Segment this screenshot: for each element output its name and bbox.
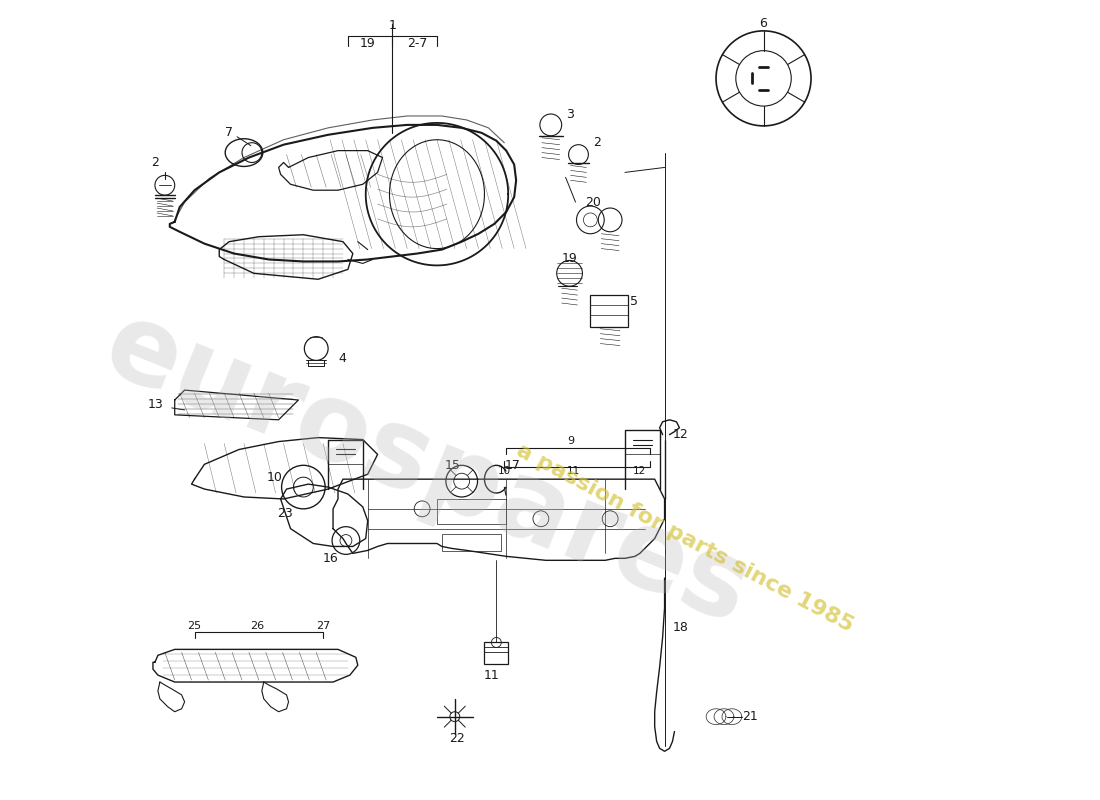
Text: 22: 22 <box>449 732 464 745</box>
Bar <box>437 499 506 524</box>
Text: 11: 11 <box>484 669 499 682</box>
Text: 25: 25 <box>187 621 201 630</box>
Text: 1: 1 <box>388 19 396 33</box>
Text: eurospares: eurospares <box>89 292 764 646</box>
Text: 2-7: 2-7 <box>407 38 428 50</box>
Text: 3: 3 <box>565 109 573 122</box>
Text: 6: 6 <box>760 18 768 30</box>
Text: 23: 23 <box>277 507 293 520</box>
Text: 2: 2 <box>593 136 602 150</box>
Text: 26: 26 <box>250 621 264 630</box>
Bar <box>484 642 508 664</box>
Text: 19: 19 <box>360 38 375 50</box>
Text: 2: 2 <box>151 156 158 169</box>
Text: a passion for parts since 1985: a passion for parts since 1985 <box>513 441 856 636</box>
Text: 20: 20 <box>585 195 602 209</box>
Text: 12: 12 <box>672 428 689 441</box>
Text: 13: 13 <box>148 398 164 411</box>
Text: 5: 5 <box>630 294 638 307</box>
Text: 19: 19 <box>562 252 578 265</box>
Bar <box>591 295 628 326</box>
Text: 11: 11 <box>566 466 580 476</box>
Text: 18: 18 <box>672 621 689 634</box>
Text: 27: 27 <box>316 621 330 630</box>
Text: 7: 7 <box>226 126 233 139</box>
Text: 17: 17 <box>504 459 520 472</box>
Text: 4: 4 <box>338 352 345 365</box>
Bar <box>442 534 502 551</box>
Text: 16: 16 <box>323 552 339 565</box>
Text: 10: 10 <box>267 470 283 484</box>
Text: 15: 15 <box>444 459 461 472</box>
Text: 21: 21 <box>741 710 758 723</box>
Text: 10: 10 <box>497 466 510 476</box>
Text: 9: 9 <box>566 435 574 446</box>
Text: 12: 12 <box>634 466 647 476</box>
